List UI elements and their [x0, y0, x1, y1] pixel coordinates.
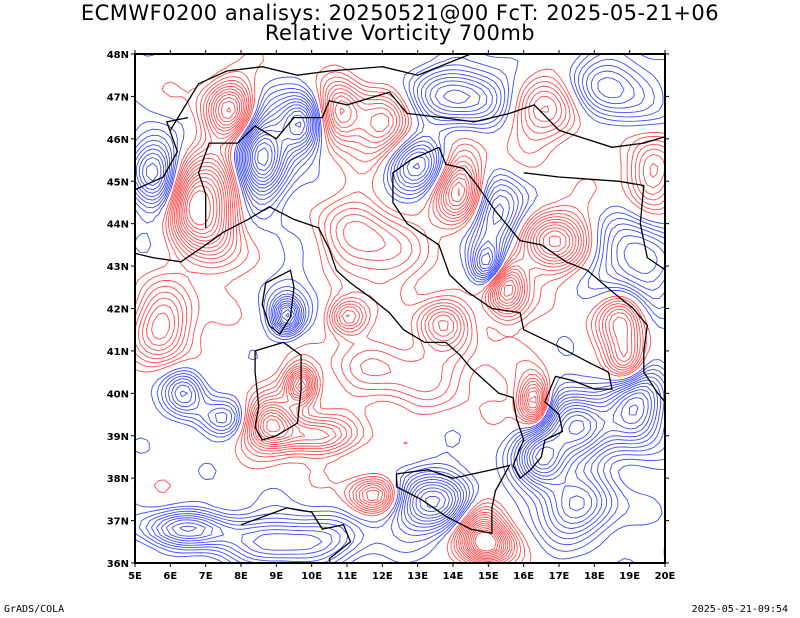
negative-contour: [145, 110, 649, 532]
lon-label: 10E: [301, 571, 322, 582]
lat-label: 48N: [107, 50, 129, 61]
negative-contour: [136, 77, 659, 555]
negative-contour: [257, 147, 269, 167]
negative-contour: [135, 54, 665, 563]
lat-label: 36N: [107, 559, 129, 570]
positive-contour: [178, 93, 571, 560]
positive-contour: [146, 88, 659, 562]
coastline-path: [438, 147, 665, 403]
coastline-path: [254, 341, 302, 441]
footer-software: GrADS/COLA: [4, 604, 65, 615]
positive-contour: [180, 96, 567, 558]
positive-contour: [135, 70, 665, 563]
lon-label: 15E: [478, 571, 499, 582]
lat-label: 46N: [107, 135, 129, 146]
footer-timestamp: 2025-05-21-09:54: [691, 604, 788, 615]
lon-label: 11E: [337, 571, 358, 582]
lat-label: 41N: [107, 347, 129, 358]
lon-label: 13E: [407, 571, 428, 582]
contour-field: [135, 54, 665, 563]
lon-label: 8E: [234, 571, 248, 582]
lon-label: 5E: [128, 571, 142, 582]
lon-label: 16E: [513, 571, 534, 582]
map-title: ECMWF0200 analisys: 20250521@00 FcT: 202…: [80, 1, 720, 25]
lat-label: 37N: [107, 517, 129, 528]
lon-label: 12E: [372, 571, 393, 582]
negative-contour: [250, 114, 645, 513]
map-subtitle: Relative Vorticity 700mb: [264, 21, 536, 45]
lon-label: 14E: [443, 571, 464, 582]
negative-contour: [251, 121, 639, 508]
positive-contour: [182, 100, 561, 557]
lon-label: 19E: [619, 571, 640, 582]
coastline-path: [197, 91, 443, 228]
lon-label: 18E: [584, 571, 605, 582]
lon-label: 7E: [199, 571, 213, 582]
positive-contour: [184, 107, 501, 555]
coastline-path: [395, 464, 511, 535]
coastline-path: [223, 146, 613, 480]
lat-label: 47N: [107, 92, 129, 103]
lon-label: 6E: [163, 571, 177, 582]
lat-label: 40N: [107, 389, 129, 400]
coastline-path: [135, 231, 224, 263]
lat-label: 43N: [107, 262, 129, 273]
coastline-path: [169, 54, 471, 131]
positive-contour: [135, 76, 665, 563]
negative-contour: [138, 84, 656, 551]
lon-label: 9E: [269, 571, 283, 582]
coastline-path: [261, 269, 295, 335]
lat-label: 38N: [107, 474, 129, 485]
negative-contour: [254, 142, 585, 466]
lat-label: 39N: [107, 432, 129, 443]
lon-label: 17E: [549, 571, 570, 582]
coastline-path: [135, 116, 189, 191]
positive-contour: [151, 91, 629, 561]
lon-label: 20E: [655, 571, 676, 582]
coastlines: [135, 54, 665, 563]
lat-label: 44N: [107, 220, 129, 231]
lat-label: 42N: [107, 305, 129, 316]
coastline-path: [240, 507, 352, 563]
positive-contour: [135, 54, 665, 563]
negative-contour: [135, 70, 665, 559]
coastline-path: [442, 104, 665, 148]
lat-label: 45N: [107, 177, 129, 188]
negative-contour: [135, 54, 665, 563]
negative-contour: [135, 64, 665, 563]
coastline-path: [523, 172, 665, 271]
positive-contour: [188, 190, 497, 552]
axis-ticks: 5E 6E 7E 8E 9E 10E 11E 12E 13E 14E 15E 16E 17E 18E 19E…: [107, 50, 676, 582]
